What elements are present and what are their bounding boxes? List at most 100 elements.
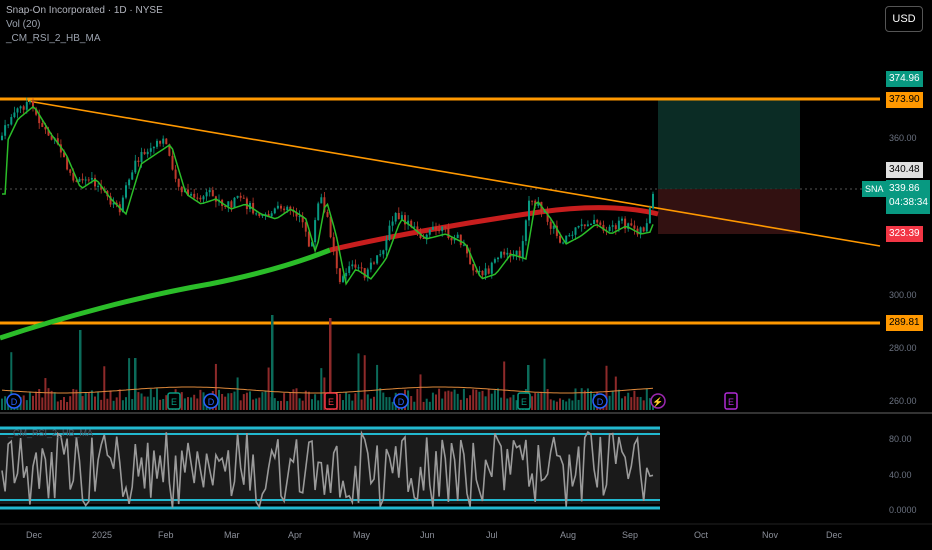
event-marker-5[interactable]: E [517, 392, 531, 410]
event-marker-2[interactable]: D [203, 393, 219, 409]
x-label-nov: Nov [762, 530, 779, 540]
volume-bar [410, 396, 413, 410]
event-marker-8[interactable]: E [724, 392, 738, 410]
currency-button[interactable]: USD [885, 6, 923, 32]
rsi-indicator-label[interactable]: _CM_RSI_2_HB_MA [6, 33, 101, 44]
event-marker-3[interactable]: E [324, 392, 338, 410]
candle-body [335, 251, 338, 269]
volume-bar [590, 391, 592, 410]
event-marker-7[interactable]: ⚡ [650, 393, 666, 409]
axis-label-280: 280.00 [889, 343, 917, 353]
candle-body [125, 185, 127, 198]
candle-body [425, 234, 428, 239]
x-label-mar: Mar [224, 530, 240, 540]
volume-bar [559, 398, 561, 410]
event-marker-label: D [208, 397, 215, 407]
volume-bar [271, 315, 274, 410]
resistance-price-tag: 373.90 [886, 92, 923, 108]
candle-body [190, 193, 193, 196]
volume-bar [571, 400, 574, 410]
event-marker-label: D [11, 397, 18, 407]
candle-body [47, 129, 50, 136]
volume-bar [531, 396, 534, 410]
candle-body [385, 239, 388, 251]
volume-bar [621, 398, 623, 410]
volume-bar [94, 396, 96, 410]
volume-bar [329, 318, 332, 410]
candle-body [652, 193, 654, 209]
volume-bar [69, 396, 72, 410]
volume-bar [304, 390, 307, 410]
candle-body [273, 208, 276, 214]
volume-bar [369, 398, 372, 410]
indicator-pane-title[interactable]: _CM_RSI_2_HB_MA [8, 428, 94, 438]
event-marker-6[interactable]: D [592, 393, 608, 409]
x-label-aug: Aug [560, 530, 577, 540]
volume-bar [196, 398, 199, 410]
event-marker-1[interactable]: E [167, 392, 181, 410]
x-label-apr: Apr [288, 530, 303, 540]
candle-body [379, 254, 382, 256]
volume-bar [348, 394, 351, 410]
volume-ma-line [1, 386, 654, 394]
volume-bar [639, 397, 642, 410]
candle-body [311, 242, 313, 247]
volume-bar [273, 398, 276, 410]
event-markers[interactable]: D E D E D E D ⚡ E [6, 392, 738, 410]
event-marker-4[interactable]: D [393, 393, 409, 409]
volume-bar [165, 395, 168, 410]
candle-body [19, 106, 22, 109]
symbol-title[interactable]: Snap-On Incorporated · 1D · NYSE [6, 5, 163, 16]
candle-body [159, 140, 162, 144]
candle-body [438, 229, 441, 232]
candle-body [63, 152, 65, 158]
volume-bar [25, 400, 28, 410]
volume-bar [146, 396, 149, 410]
target-zone[interactable] [658, 100, 800, 189]
candle-body [391, 221, 394, 226]
candle-body [497, 257, 499, 260]
candle-body [617, 220, 620, 230]
candle-body [447, 227, 450, 239]
candle-body [87, 179, 90, 181]
candle-body [478, 270, 481, 272]
event-marker-0[interactable]: D [6, 393, 22, 409]
volume-bar [345, 392, 348, 410]
volume-bar [97, 391, 100, 410]
volume-bar [255, 398, 258, 410]
candle-body [577, 225, 580, 228]
candle-body [314, 220, 317, 243]
candle-body [531, 200, 534, 202]
axis-label-360: 360.00 [889, 133, 917, 143]
candle-body [90, 177, 93, 180]
candle-body [546, 210, 549, 222]
volume-bar [342, 400, 344, 410]
candle-body [388, 225, 391, 240]
candle-body [345, 272, 348, 277]
candle-body [435, 226, 437, 230]
candle-body [574, 227, 577, 235]
volume-bar [546, 389, 549, 410]
trend-line[interactable] [27, 100, 881, 247]
volume-bar [190, 397, 193, 410]
candle-body [552, 225, 555, 229]
volume-bar [354, 393, 357, 410]
volume-bar [112, 400, 115, 410]
candle-body [404, 215, 406, 225]
volume-bar [289, 392, 292, 410]
candle-body [35, 108, 38, 115]
candle-body [493, 259, 496, 263]
volume-indicator-label[interactable]: Vol (20) [6, 19, 41, 30]
candle-body [565, 235, 568, 243]
volume-bar [633, 390, 636, 410]
candle-body [211, 190, 214, 197]
candle-body [357, 267, 360, 269]
volume-bar [617, 389, 620, 410]
candle-body [202, 196, 205, 200]
event-marker-label: D [398, 397, 405, 407]
candle-body [121, 197, 124, 213]
volume-bar [156, 388, 158, 410]
volume-bar [41, 397, 44, 410]
earnings-marker-shape [724, 392, 738, 410]
